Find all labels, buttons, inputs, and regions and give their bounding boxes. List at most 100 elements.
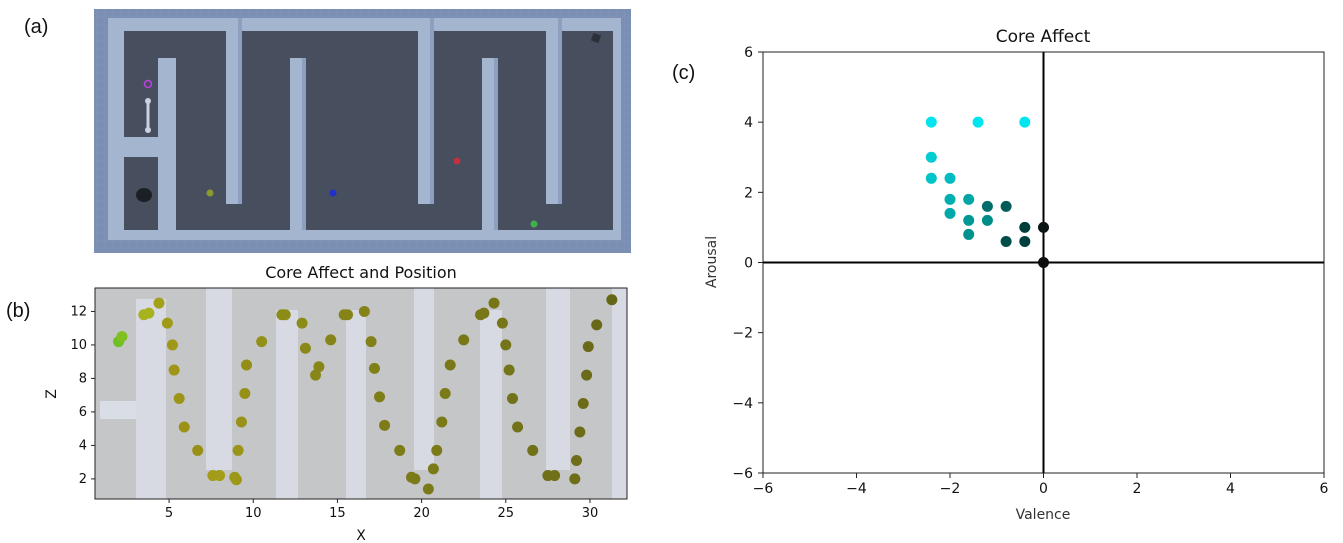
- chart-c-point: [963, 228, 975, 240]
- chart-c-point: [1038, 257, 1049, 268]
- chart-b-point: [178, 421, 190, 433]
- chart-b-xtick-label: 5: [165, 506, 173, 521]
- chart-c-point: [1019, 116, 1031, 128]
- chart-c-point: [1038, 221, 1049, 233]
- chart-c-title: Core Affect: [996, 27, 1091, 47]
- chart-c-ytick-label: 0: [744, 256, 753, 272]
- chart-b-point: [527, 444, 539, 456]
- chart-b-point: [368, 362, 380, 374]
- chart-b-point: [235, 416, 247, 428]
- panel-label-c: (c): [672, 62, 696, 84]
- chart-b-point: [439, 388, 451, 399]
- chart-c-ytick-label: 4: [744, 115, 753, 131]
- chart-b-point: [239, 388, 251, 399]
- chart-c-ytick-label: −2: [732, 326, 753, 342]
- chart-b-point: [582, 341, 594, 353]
- chart-b-point: [192, 444, 204, 456]
- chart-b-point: [569, 473, 581, 485]
- chart-b-point: [256, 336, 268, 348]
- chart-b-point: [431, 444, 443, 456]
- chart-c-point: [925, 172, 937, 184]
- chart-b-xtick-label: 25: [498, 506, 515, 521]
- chart-b-ytick-label: 6: [79, 405, 87, 420]
- chart-b-point: [230, 474, 242, 486]
- chart-b-point: [549, 470, 561, 482]
- chart-b-point: [379, 419, 391, 431]
- chart-b-point: [342, 309, 354, 321]
- chart-c-point: [963, 193, 975, 205]
- chart-c-xtick-label: −6: [753, 481, 774, 497]
- chart-b-point: [488, 297, 500, 309]
- chart-c-point: [1000, 200, 1012, 212]
- chart-b-point: [427, 463, 439, 475]
- chart-c-ytick-label: 6: [744, 45, 753, 61]
- chart-b-point: [279, 309, 291, 321]
- chart-b-point: [374, 391, 386, 403]
- chart-c-point: [944, 172, 956, 184]
- panel-label-a: (a): [24, 16, 49, 38]
- chart-b-point: [500, 339, 512, 351]
- maze-underlay-wall: [206, 288, 232, 470]
- chart-b-point: [512, 421, 524, 433]
- chart-c-point: [1019, 221, 1031, 233]
- maze-underlay-wall: [346, 310, 366, 499]
- chart-b-point: [116, 331, 128, 343]
- chart-b-point: [173, 393, 185, 405]
- chart-b-point: [313, 361, 325, 373]
- chart-b-xtick-label: 30: [582, 506, 599, 521]
- chart-b-point: [574, 426, 586, 438]
- chart-b-point: [606, 294, 618, 306]
- chart-core-affect: Core Affect Valence Arousal −6 −4 −2 0 2 4 6 −6…: [704, 27, 1329, 523]
- chart-b-point: [409, 473, 421, 485]
- chart-b-point: [591, 319, 603, 331]
- chart-b-point: [214, 470, 226, 482]
- chart-c-point: [1000, 235, 1012, 247]
- chart-b-xtick-label: 20: [413, 506, 430, 521]
- chart-b-xtick-label: 15: [329, 506, 346, 521]
- chart-b-point: [325, 334, 337, 346]
- chart-b-ylabel: Z: [44, 389, 60, 399]
- chart-b-point: [458, 334, 470, 346]
- chart-b-title: Core Affect and Position: [265, 263, 457, 282]
- maze-underlay-wall: [414, 288, 434, 470]
- chart-b-point: [365, 336, 377, 348]
- chart-b-point: [358, 305, 370, 317]
- chart-b-ytick-label: 10: [70, 338, 87, 353]
- chart-c-xtick-label: −2: [940, 481, 961, 497]
- chart-c-xtick-label: −4: [846, 481, 867, 497]
- chart-b-xtick-label: 10: [245, 506, 262, 521]
- chart-c-point: [944, 193, 956, 205]
- maze-underlay-wall: [136, 299, 166, 499]
- maze-underlay-wall: [100, 401, 136, 419]
- chart-c-xtick-label: 2: [1133, 481, 1142, 497]
- chart-core-affect-position: Core Affect and Position X Z 5 10 15 20 25 30…: [44, 263, 628, 543]
- chart-c-point: [925, 151, 937, 163]
- maze-underlay-wall: [480, 310, 502, 499]
- chart-b-point: [436, 416, 448, 428]
- chart-c-ylabel: Arousal: [704, 236, 720, 288]
- chart-c-xtick-label: 4: [1226, 481, 1235, 497]
- chart-b-point: [232, 444, 244, 456]
- chart-b-point: [422, 483, 434, 495]
- chart-c-xtick-label: 6: [1320, 481, 1329, 497]
- chart-b-xlabel: X: [356, 528, 366, 543]
- maze-underlay-wall: [276, 310, 298, 499]
- chart-b-point: [570, 454, 582, 466]
- chart-c-point: [925, 116, 937, 128]
- maze-underlay-wall: [612, 288, 627, 499]
- chart-b-point: [299, 342, 311, 354]
- chart-b-point: [168, 364, 180, 376]
- chart-c-ytick-label: 2: [744, 185, 753, 201]
- chart-c-point: [981, 200, 993, 212]
- chart-b-point: [310, 369, 322, 381]
- chart-b-point: [296, 317, 308, 329]
- chart-c-xlabel: Valence: [1016, 507, 1071, 523]
- chart-b-point: [496, 317, 508, 329]
- chart-b-frame: [94, 287, 628, 500]
- chart-b-point: [478, 307, 490, 319]
- chart-b-point: [581, 369, 593, 381]
- chart-b-point: [143, 307, 155, 319]
- panel-label-b: (b): [6, 300, 31, 322]
- chart-c-ytick-label: −4: [732, 396, 753, 412]
